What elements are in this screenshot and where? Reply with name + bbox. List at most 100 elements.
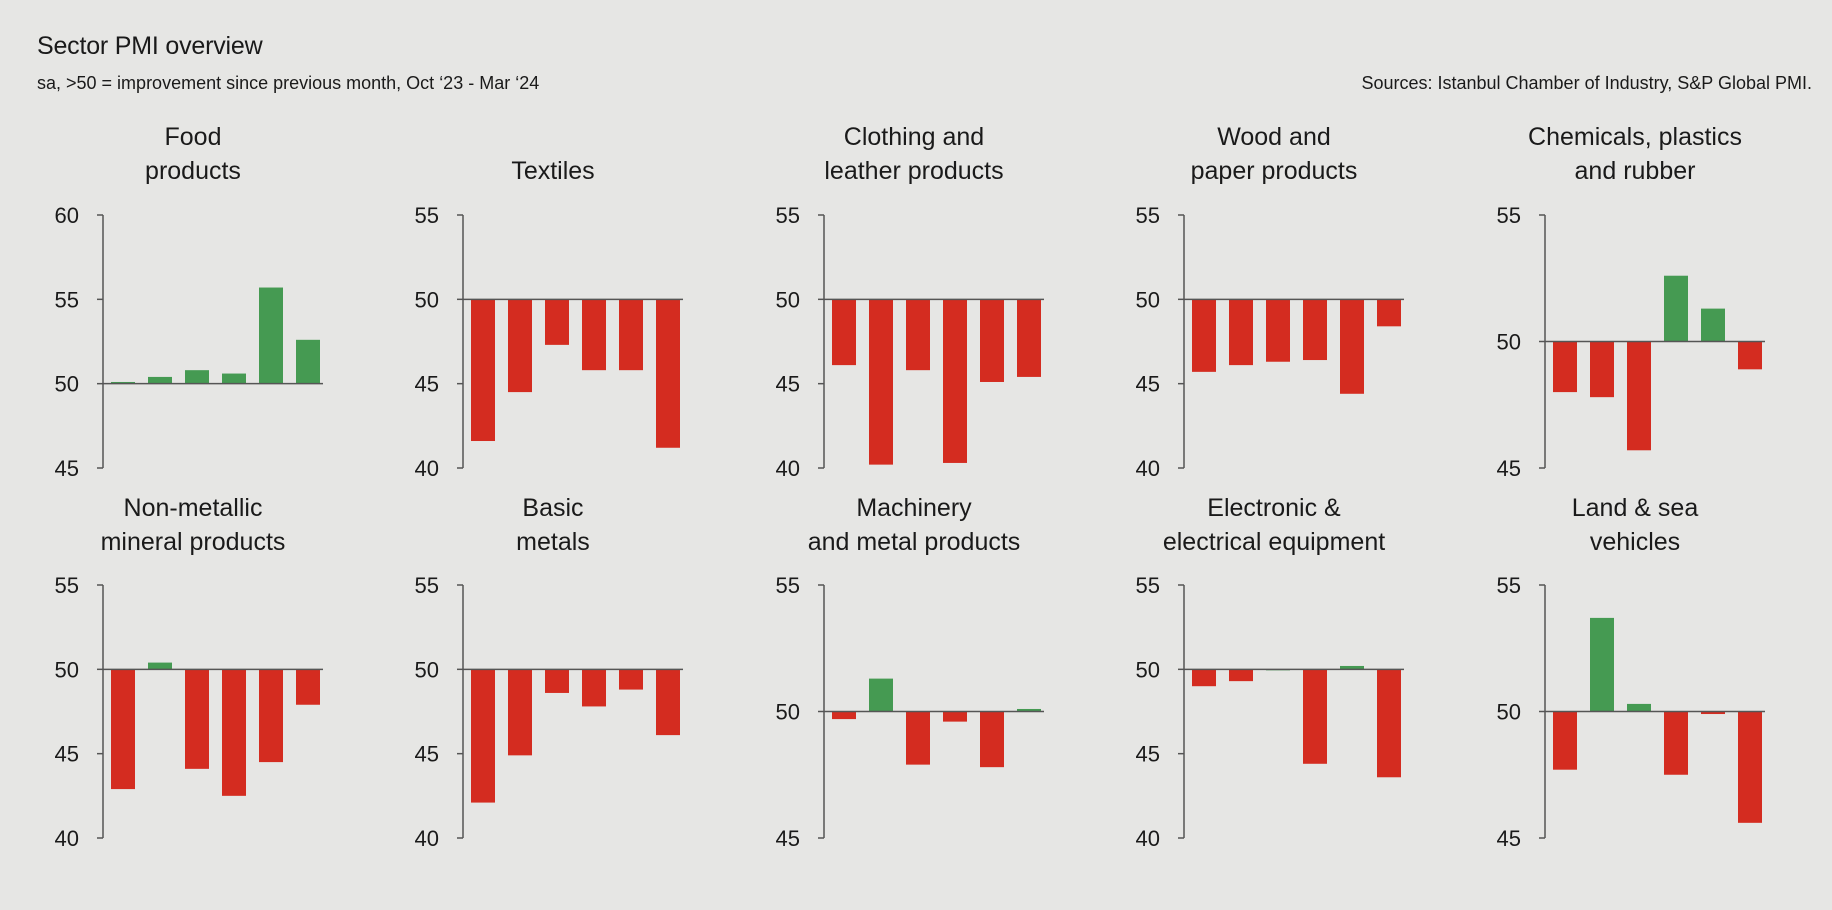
chart-title-line: Land & sea	[1571, 494, 1699, 522]
chart-title-line: and rubber	[1574, 157, 1696, 185]
bar	[508, 669, 532, 756]
y-tick-label: 40	[415, 826, 439, 851]
y-tick-label: 50	[55, 657, 79, 682]
bar	[296, 669, 320, 705]
y-tick-label: 55	[1497, 203, 1521, 228]
chart-title-line: Non-metallic	[123, 494, 263, 522]
y-tick-label: 60	[55, 203, 79, 228]
chart-title: Non-metallic mineral products	[28, 491, 358, 559]
y-tick-label: 45	[1136, 742, 1160, 767]
bar	[1627, 341, 1651, 451]
y-tick-label: 40	[55, 826, 79, 851]
page-subtitle: sa, >50 = improvement since previous mon…	[37, 73, 540, 93]
y-tick-label: 45	[776, 826, 800, 851]
bar	[1266, 299, 1290, 362]
bar	[1627, 703, 1651, 712]
bar	[1192, 669, 1216, 687]
y-tick-label: 50	[1136, 657, 1160, 682]
bar	[259, 287, 283, 384]
bar	[619, 299, 643, 371]
bar	[508, 299, 532, 393]
y-tick-label: 50	[415, 657, 439, 682]
bar	[980, 299, 1004, 382]
y-tick-label: 55	[415, 203, 439, 228]
chart-title: Machinery and metal products	[749, 491, 1079, 559]
chart-title-line: vehicles	[1589, 528, 1681, 556]
bar	[943, 711, 967, 722]
y-tick-label: 50	[1497, 700, 1521, 725]
bar	[148, 662, 172, 670]
bar	[1553, 341, 1577, 393]
bar	[545, 669, 569, 693]
bar	[1553, 711, 1577, 770]
bar	[1664, 275, 1688, 342]
bar	[1664, 711, 1688, 775]
y-tick-label: 55	[1136, 203, 1160, 228]
bar	[832, 711, 856, 720]
chart-title-line: and metal products	[807, 528, 1021, 556]
y-tick-label: 50	[1136, 287, 1160, 312]
chart-title: Food products	[28, 120, 358, 188]
chart-title-line: products	[145, 157, 241, 185]
bar	[943, 299, 967, 463]
bar	[869, 299, 893, 465]
y-tick-label: 50	[415, 287, 439, 312]
chart-title-line: Chemicals, plastics	[1528, 123, 1742, 151]
bar	[471, 299, 495, 442]
chart-title: Textiles	[388, 154, 718, 188]
bar	[1017, 299, 1041, 377]
y-tick-label: 40	[415, 456, 439, 481]
y-tick-label: 55	[776, 573, 800, 598]
y-tick-label: 45	[776, 372, 800, 397]
bar	[259, 669, 283, 763]
bar	[111, 669, 135, 790]
y-tick-label: 45	[415, 742, 439, 767]
bar	[1303, 669, 1327, 764]
bar	[1303, 299, 1327, 361]
bar	[1340, 665, 1364, 670]
chart-title: Electronic & electrical equipment	[1109, 491, 1439, 559]
chart-title: Basic metals	[388, 491, 718, 559]
bar	[869, 678, 893, 712]
bar	[832, 299, 856, 366]
bar	[111, 381, 135, 384]
y-tick-label: 50	[776, 700, 800, 725]
bar	[1590, 341, 1614, 398]
bar	[148, 376, 172, 384]
chart-title-line: electrical equipment	[1162, 528, 1386, 556]
y-tick-label: 55	[1497, 573, 1521, 598]
bar	[656, 299, 680, 448]
chart-title: Clothing and leather products	[749, 120, 1079, 188]
y-tick-label: 45	[55, 742, 79, 767]
chart-title-line: mineral products	[100, 528, 286, 556]
chart-title: Chemicals, plastics and rubber	[1470, 120, 1800, 188]
bar	[656, 669, 680, 736]
y-tick-label: 40	[776, 456, 800, 481]
y-tick-label: 55	[55, 287, 79, 312]
y-tick-label: 40	[1136, 826, 1160, 851]
bar	[1229, 299, 1253, 366]
chart-title-line: Food	[164, 123, 222, 151]
bar	[906, 299, 930, 371]
bar	[1701, 711, 1725, 715]
y-tick-label: 50	[776, 287, 800, 312]
y-tick-label: 45	[1497, 826, 1521, 851]
bar	[1192, 299, 1216, 372]
bar	[1017, 708, 1041, 712]
chart-title-line: leather products	[824, 157, 1004, 185]
bar	[980, 711, 1004, 768]
bar	[1590, 617, 1614, 712]
y-tick-label: 45	[55, 456, 79, 481]
bar	[1377, 669, 1401, 778]
chart-title-line: metals	[516, 528, 590, 556]
bar	[619, 669, 643, 690]
bar	[1701, 308, 1725, 342]
bar	[185, 370, 209, 384]
bar	[1340, 299, 1364, 394]
y-tick-label: 45	[415, 372, 439, 397]
bar	[1377, 299, 1401, 327]
chart-title-line: Electronic &	[1207, 494, 1341, 522]
y-tick-label: 55	[55, 573, 79, 598]
chart-title-line: Wood and	[1217, 123, 1331, 151]
